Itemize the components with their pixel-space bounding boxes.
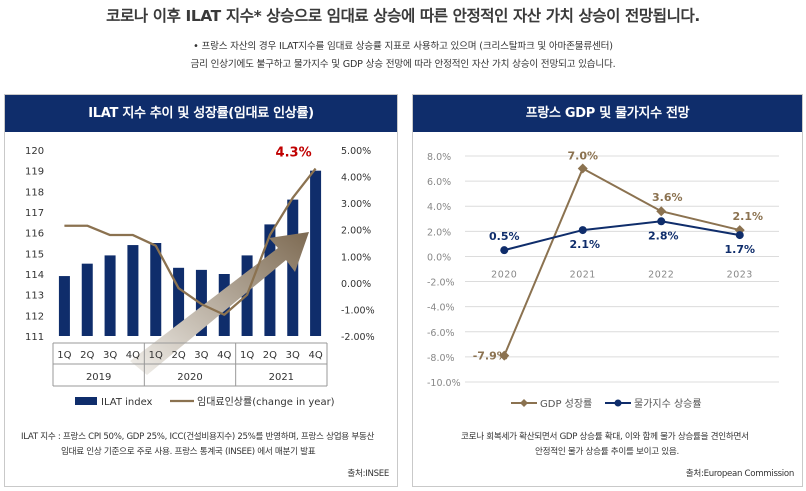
- legend-gdp-label: GDP 성장률: [540, 398, 592, 410]
- ilat-bar: [310, 170, 322, 336]
- ilat-note-line-2: 임대료 인상 기준으로 주로 사용. 프랑스 통계국 (INSEE) 에서 매분…: [61, 447, 316, 457]
- cpi-data-label: 2.1%: [569, 238, 600, 251]
- subtitle-line-2: 금리 인상기에도 불구하고 물가지수 및 GDP 상승 전망에 따라 안정적인 …: [190, 59, 616, 70]
- cpi-data-label: 1.7%: [724, 243, 755, 256]
- rent-growth-line: [64, 167, 317, 316]
- ilat-bar: [150, 243, 162, 336]
- gdp-point: [577, 163, 588, 174]
- gdp-note-line-2: 안정적인 물가 상승률 추이를 보이고 있음.: [535, 447, 679, 457]
- ilat-bar: [264, 224, 276, 336]
- left-y-tick-label: 118: [25, 187, 44, 198]
- y-tick-label: -2.0%: [427, 278, 455, 289]
- gdp-point: [656, 206, 667, 217]
- y-tick-label: -8.0%: [427, 353, 455, 364]
- ilat-chart-title: ILAT 지수 추이 및 성장률(임대료 인상률): [5, 95, 397, 132]
- gdp-growth-line: [503, 167, 740, 357]
- left-y-tick-label: 114: [25, 270, 44, 281]
- y-tick-label: -6.0%: [427, 328, 455, 339]
- peak-growth-annotation: 4.3%: [276, 146, 312, 161]
- left-y-tick-label: 113: [25, 291, 44, 302]
- ilat-bar: [58, 276, 70, 336]
- year-group-label: 2021: [269, 372, 294, 383]
- x-tick-label: 2Q: [171, 350, 185, 361]
- left-y-tick-label: 119: [25, 167, 44, 178]
- gdp-cpi-chart-panel: 프랑스 GDP 및 물가지수 전망 -10.0% -8.0% -6.0% -4.0% -…: [412, 94, 803, 487]
- legend-bar-swatch: [75, 397, 97, 405]
- x-tick-label: 1Q: [240, 350, 254, 361]
- gdp-source: 출처:European Commission: [685, 469, 795, 479]
- x-tick-label: 2Q: [263, 350, 277, 361]
- x-tick-label: 3Q: [194, 350, 208, 361]
- ilat-bar: [81, 263, 93, 336]
- left-y-tick-label: 115: [25, 249, 44, 260]
- y-tick-label: -10.0%: [427, 378, 461, 389]
- legend-cpi-swatch-marker: [614, 399, 622, 407]
- x-tick-label: 3Q: [286, 350, 300, 361]
- legend-line-label: 임대료인상률(change in year): [197, 395, 335, 408]
- x-tick-label: 2Q: [80, 350, 94, 361]
- legend-bar-label: ILAT index: [101, 397, 153, 408]
- x-tick-label: 2022: [648, 269, 674, 280]
- gdp-point: [499, 350, 510, 361]
- ilat-note-line-1: ILAT 지수 : 프랑스 CPI 50%, GDP 25%, ICC(건설비용…: [21, 432, 375, 442]
- left-y-tick-label: 112: [25, 311, 44, 322]
- right-y-tick-label: 4.00%: [341, 173, 371, 184]
- trend-arrow: [130, 232, 309, 375]
- gdp-data-label: 7.0%: [567, 150, 598, 163]
- y-tick-label: 4.0%: [427, 202, 451, 213]
- y-tick-label: 8.0%: [427, 152, 451, 163]
- right-y-tick-label: -2.00%: [341, 332, 375, 343]
- ilat-bar: [173, 267, 185, 336]
- cpi-point: [578, 226, 587, 235]
- right-y-tick-label: 5.00%: [341, 146, 371, 157]
- cpi-point: [657, 217, 666, 226]
- y-tick-label: 0.0%: [427, 252, 451, 263]
- year-group-label: 2019: [86, 372, 111, 383]
- x-tick-label: 4Q: [126, 350, 140, 361]
- right-y-tick-label: -1.00%: [341, 305, 375, 316]
- x-tick-label: 1Q: [57, 350, 71, 361]
- gdp-data-label: 3.6%: [652, 191, 683, 204]
- cpi-point: [500, 246, 509, 255]
- cpi-growth-line: [504, 220, 740, 252]
- left-y-tick-label: 117: [25, 208, 44, 219]
- right-y-tick-label: 0.00%: [341, 279, 371, 290]
- left-y-tick-label: 120: [25, 146, 44, 157]
- right-y-tick-label: 2.00%: [341, 226, 371, 237]
- gdp-data-label: -7.9%: [473, 350, 508, 363]
- ilat-bar: [127, 245, 139, 336]
- x-tick-label: 3Q: [103, 350, 117, 361]
- year-group-label: 2020: [177, 372, 202, 383]
- ilat-source: 출처:INSEE: [347, 469, 389, 479]
- x-tick-label: 2023: [727, 269, 753, 280]
- x-tick-label: 4Q: [217, 350, 231, 361]
- page-headline: 코로나 이후 ILAT 지수* 상승으로 임대료 상승에 따른 안정적인 자산 …: [106, 7, 700, 25]
- ilat-bar: [104, 255, 116, 336]
- y-tick-label: 6.0%: [427, 177, 451, 188]
- legend-cpi-label: 물가지수 상승률: [634, 398, 702, 410]
- gdp-cpi-chart: -10.0% -8.0% -6.0% -4.0% -2.0% 0.0% 2.0% 4.0% 6.…: [427, 150, 779, 410]
- gdp-note-line-1: 코로나 회복세가 확산되면서 GDP 상승률 확대, 이와 함께 물가 상승률을…: [461, 432, 749, 442]
- y-tick-label: -4.0%: [427, 303, 455, 314]
- x-tick-label: 2021: [570, 269, 596, 280]
- right-y-tick-label: 3.00%: [341, 199, 371, 210]
- ilat-chart: 111 112 113 114 115 116 117 118 119 120 -2.00% -1.0…: [25, 146, 375, 408]
- subtitle-line-1: • 프랑스 자산의 경우 ILAT지수를 임대료 상승률 지표로 사용하고 있으…: [193, 41, 613, 52]
- legend-gdp-swatch-marker: [520, 399, 528, 407]
- right-y-tick-label: 1.00%: [341, 252, 371, 263]
- cpi-data-label: 0.5%: [489, 230, 520, 243]
- gdp-cpi-chart-title: 프랑스 GDP 및 물가지수 전망: [413, 95, 802, 132]
- left-y-tick-label: 111: [25, 332, 44, 343]
- y-tick-label: 2.0%: [427, 227, 451, 238]
- x-tick-label: 2020: [491, 269, 517, 280]
- x-tick-label: 1Q: [149, 350, 163, 361]
- ilat-chart-panel: ILAT 지수 추이 및 성장률(임대료 인상률) 111 112 113 114 11…: [4, 94, 398, 487]
- cpi-point: [735, 231, 744, 240]
- gdp-data-label: 2.1%: [732, 210, 763, 223]
- left-y-tick-label: 116: [25, 229, 44, 240]
- x-tick-label: 4Q: [308, 350, 322, 361]
- cpi-data-label: 2.8%: [648, 229, 679, 242]
